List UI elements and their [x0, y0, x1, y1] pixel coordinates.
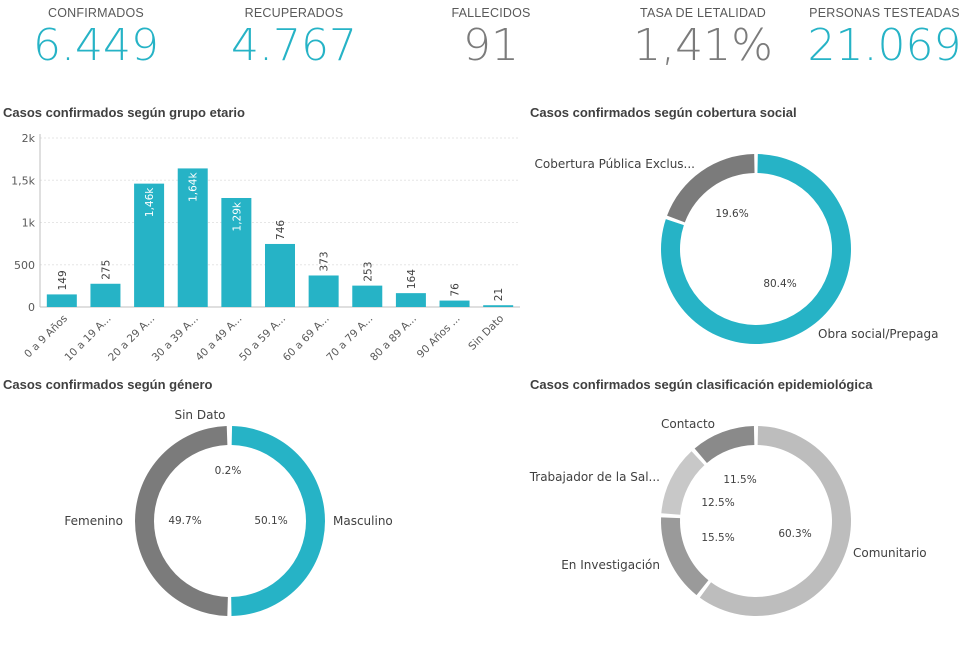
bar-data-label: 21 — [493, 288, 505, 301]
bar — [265, 243, 295, 307]
bar-data-label: 164 — [406, 269, 418, 289]
kpi-label: RECUPERADOS — [244, 6, 344, 20]
gender-category-label: Masculino — [333, 514, 393, 528]
kpi-letalidad: TASA DE LETALIDAD 1,41% — [613, 6, 793, 72]
epi-category-label: Trabajador de la Sal... — [529, 470, 660, 484]
kpi-value: 6.449 — [33, 20, 159, 71]
x-tick-label: 80 a 89 A... — [368, 313, 419, 364]
bar — [177, 168, 208, 307]
kpi-label: TASA DE LETALIDAD — [640, 6, 766, 20]
y-tick-label: 1,5k — [11, 174, 35, 187]
gender-pct-label: 50.1% — [254, 515, 287, 527]
kpi-value: 4.767 — [231, 20, 357, 71]
gender-pct-label: 49.7% — [168, 515, 201, 527]
epi-slice — [694, 426, 755, 463]
gender-chart-title: Casos confirmados según género — [3, 377, 213, 392]
bar — [308, 275, 339, 307]
bar-data-label: 275 — [100, 260, 112, 280]
y-tick-label: 0 — [28, 301, 35, 314]
kpi-value: 1,41% — [633, 20, 773, 71]
bar-data-label: 76 — [450, 283, 462, 297]
gender-category-label: Femenino — [64, 514, 123, 528]
kpi-label: PERSONAS TESTEADAS — [809, 6, 960, 20]
coverage-slice — [667, 154, 755, 223]
epi-chart-title: Casos confirmados según clasificación ep… — [530, 377, 873, 392]
y-tick-label: 500 — [14, 259, 35, 272]
epi-category-label: En Investigación — [561, 558, 660, 572]
bar-data-label: 373 — [319, 251, 331, 271]
coverage-category-label: Obra social/Prepaga — [818, 327, 938, 341]
epi-category-label: Contacto — [661, 417, 715, 431]
kpi-confirmados: CONFIRMADOS 6.449 — [6, 6, 186, 72]
bar — [90, 283, 121, 307]
y-tick-label: 1k — [22, 217, 36, 230]
kpi-fallecidos: FALLECIDOS 91 — [401, 6, 581, 72]
gender-slice — [231, 426, 325, 616]
coverage-chart-title: Casos confirmados según cobertura social — [530, 105, 797, 120]
kpi-value: 91 — [463, 20, 519, 71]
bar-data-label: 1,64k — [188, 172, 200, 202]
coverage-pct-label: 19.6% — [715, 208, 748, 220]
bar — [46, 294, 77, 307]
bar — [395, 293, 426, 307]
epi-slice — [660, 517, 709, 596]
kpi-label: CONFIRMADOS — [48, 6, 144, 20]
epi-pct-label: 12.5% — [701, 497, 734, 509]
x-tick-label: Sin Dato — [466, 313, 506, 353]
bar-data-label: 1,46k — [144, 187, 156, 217]
bar-data-label: 746 — [275, 220, 287, 240]
epi-slice — [699, 426, 852, 616]
bar — [352, 285, 383, 307]
bar-data-label: 253 — [362, 262, 374, 282]
bar — [439, 300, 470, 307]
epi-pct-label: 11.5% — [723, 474, 756, 486]
age-chart-title: Casos confirmados según grupo etario — [3, 105, 245, 120]
bar — [221, 197, 252, 307]
coverage-pct-label: 80.4% — [763, 278, 796, 290]
kpi-recuperados: RECUPERADOS 4.767 — [204, 6, 384, 72]
epi-pct-label: 60.3% — [778, 528, 811, 540]
bar-data-label: 1,29k — [231, 201, 243, 231]
epi-pct-label: 15.5% — [701, 532, 734, 544]
gender-pct-label: 0.2% — [215, 465, 242, 477]
gender-slice — [134, 426, 228, 616]
x-tick-label: 0 a 9 Años — [22, 313, 70, 361]
kpi-value: 21.069 — [807, 20, 962, 71]
kpi-testeadas: PERSONAS TESTEADAS 21.069 — [797, 6, 964, 72]
coverage-category-label: Cobertura Pública Exclus... — [535, 157, 695, 171]
x-tick-label: 90 Años ... — [415, 313, 463, 361]
bar-data-label: 149 — [57, 270, 69, 290]
epi-category-label: Comunitario — [853, 546, 927, 560]
kpi-label: FALLECIDOS — [451, 6, 531, 20]
bar — [483, 305, 514, 307]
epi-slice — [661, 451, 705, 515]
bar — [134, 183, 165, 307]
gender-category-label: Sin Dato — [174, 408, 225, 422]
y-tick-label: 2k — [22, 132, 36, 145]
